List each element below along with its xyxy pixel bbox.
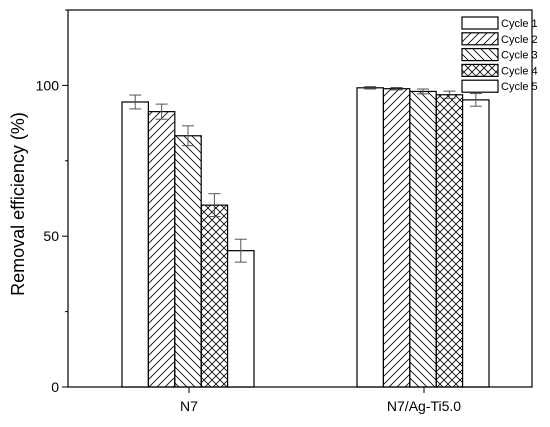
error-bar-n7-cycle-3 — [182, 125, 194, 147]
error-bar-n7-ag-ti5-cycle-5 — [469, 93, 482, 107]
legend-swatch — [461, 32, 499, 46]
error-bar-n7-cycle-5 — [234, 238, 247, 263]
error-bars-layer — [129, 86, 482, 263]
y-tick-label: 100 — [36, 77, 60, 93]
error-bar-n7-cycle-1 — [129, 94, 142, 110]
legend-swatch — [461, 63, 499, 78]
legend-swatch — [461, 79, 499, 93]
bar-n7-cycle-2 — [147, 111, 176, 388]
legend-item-cycle-3: Cycle 3 — [461, 47, 538, 62]
x-axis: N7 N7/Ag-Ti5.0 — [180, 387, 461, 414]
legend-label: Cycle 1 — [501, 18, 538, 30]
bar-n7-cycle-1 — [121, 101, 149, 388]
legend-item-cycle-2: Cycle 2 — [461, 32, 538, 46]
bar-n7-ag-ti5-cycle-5 — [462, 99, 490, 388]
y-axis-label: Removal efficiency (%) — [8, 112, 28, 296]
error-bar-n7-ag-ti5-cycle-1 — [364, 86, 377, 90]
bar-n7-ag-ti5-cycle-1 — [356, 87, 384, 388]
legend-label: Cycle 3 — [501, 50, 538, 62]
legend-item-cycle-1: Cycle 1 — [461, 16, 538, 30]
error-bar-n7-cycle-2 — [155, 103, 168, 120]
y-axis: 0 50 100 — [36, 9, 68, 395]
bar-n7-ag-ti5-cycle-3 — [409, 90, 437, 388]
x-tick-label-n7-ag-ti5: N7/Ag-Ti5.0 — [387, 398, 461, 414]
legend-label: Cycle 4 — [501, 65, 538, 77]
error-bar-n7-ag-ti5-cycle-2 — [390, 87, 403, 91]
bar-n7-cycle-5 — [227, 250, 255, 388]
error-bar-n7-ag-ti5-cycle-3 — [417, 88, 429, 95]
bar-n7-cycle-3 — [174, 135, 202, 388]
legend: Cycle 1 Cycle 2 Cycle 3 Cycle 4 Cycle 5 — [461, 16, 538, 93]
legend-swatch — [461, 47, 499, 62]
legend-label: Cycle 5 — [501, 81, 538, 93]
legend-swatch — [461, 16, 499, 30]
bar-n7-ag-ti5-cycle-2 — [382, 88, 411, 388]
bar-n7-ag-ti5-cycle-4 — [435, 94, 464, 388]
plot-frame — [67, 9, 533, 388]
legend-item-cycle-5: Cycle 5 — [461, 79, 538, 93]
error-bar-n7-cycle-4 — [208, 193, 221, 218]
bars-layer — [121, 87, 490, 388]
legend-label: Cycle 2 — [501, 34, 538, 46]
legend-item-cycle-4: Cycle 4 — [461, 63, 538, 78]
y-tick-label: 50 — [43, 228, 59, 244]
x-tick-label-n7: N7 — [180, 398, 198, 414]
y-tick-label: 0 — [51, 379, 59, 395]
bar-n7-cycle-4 — [200, 204, 229, 388]
error-bar-n7-ag-ti5-cycle-4 — [443, 90, 456, 99]
